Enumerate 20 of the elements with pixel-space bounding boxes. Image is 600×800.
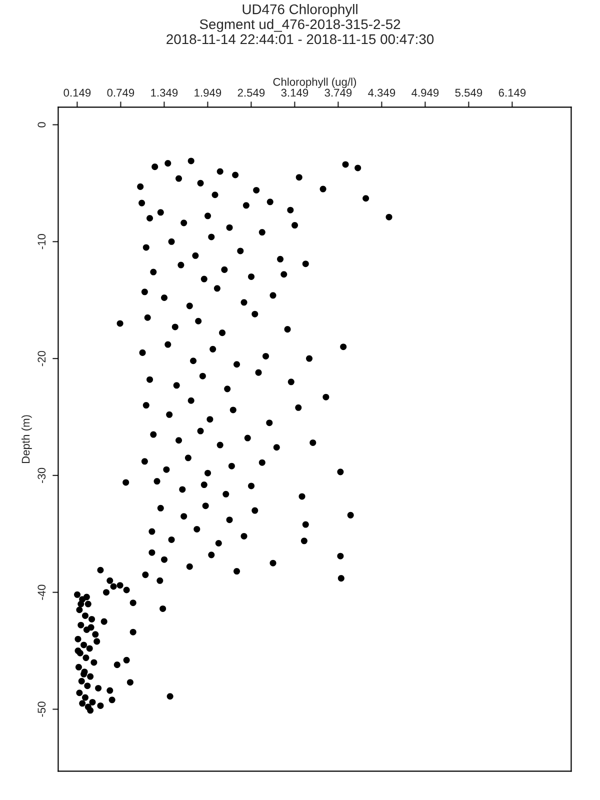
y-tick-label: -10 (38, 234, 46, 250)
y-tick-label: -20 (38, 350, 46, 366)
y-tick-label: -30 (38, 468, 46, 483)
x-tick-label: 0.749 (107, 88, 134, 97)
x-tick-label: 0.149 (64, 88, 91, 97)
y-tick-label: -50 (38, 702, 46, 717)
chart-title: UD476 Chlorophyll Segment ud_476-2018-315-2-52 2018-11-14 22:44:01 - 2018-11-15 00:47:30 (166, 4, 434, 44)
x-tick-label: 3.149 (281, 88, 308, 97)
x-tick-label: 6.149 (498, 88, 526, 97)
x-tick-label: 5.549 (455, 88, 482, 97)
y-axis-title: Depth (m) (22, 415, 32, 463)
x-tick-label: 3.749 (324, 88, 352, 97)
x-tick-label: 4.349 (368, 88, 396, 97)
x-tick-label: 1.949 (194, 88, 222, 97)
x-axis-title: Chlorophyll (ug/l) (273, 78, 356, 88)
x-tick-label: 1.349 (151, 88, 178, 97)
y-tick-label: -40 (38, 584, 46, 600)
x-tick-label: 4.949 (412, 88, 439, 97)
x-tick-label: 2.549 (238, 88, 265, 97)
y-tick-label: 0 (38, 122, 46, 128)
